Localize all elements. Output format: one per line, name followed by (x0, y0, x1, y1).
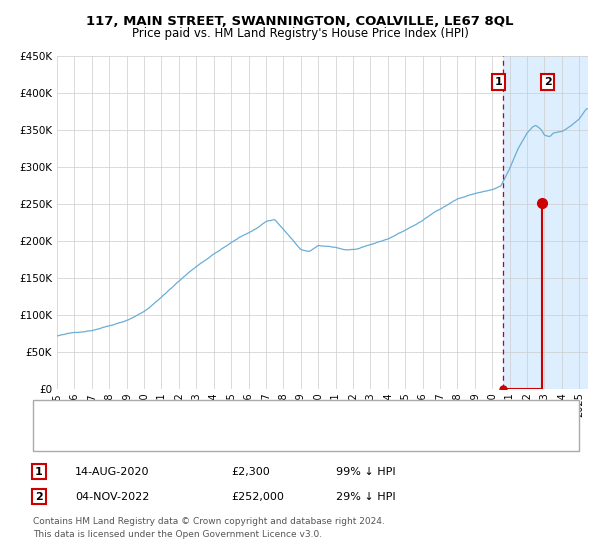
Text: 117, MAIN STREET, SWANNINGTON, COALVILLE, LE67 8QL (detached house): 117, MAIN STREET, SWANNINGTON, COALVILLE… (78, 405, 473, 415)
Text: 1: 1 (35, 466, 43, 477)
Text: Price paid vs. HM Land Registry's House Price Index (HPI): Price paid vs. HM Land Registry's House … (131, 27, 469, 40)
Text: 04-NOV-2022: 04-NOV-2022 (75, 492, 149, 502)
Text: ———: ——— (42, 433, 79, 446)
Text: 1: 1 (495, 77, 503, 87)
Text: 2: 2 (544, 77, 551, 87)
Bar (503, 56, 588, 389)
Text: 99% ↓ HPI: 99% ↓ HPI (336, 466, 395, 477)
Text: 117, MAIN STREET, SWANNINGTON, COALVILLE, LE67 8QL: 117, MAIN STREET, SWANNINGTON, COALVILLE… (86, 15, 514, 28)
Text: 2: 2 (35, 492, 43, 502)
Text: Contains HM Land Registry data © Crown copyright and database right 2024.: Contains HM Land Registry data © Crown c… (33, 517, 385, 526)
Text: ———: ——— (42, 403, 79, 417)
Text: £252,000: £252,000 (231, 492, 284, 502)
Text: £2,300: £2,300 (231, 466, 270, 477)
Text: This data is licensed under the Open Government Licence v3.0.: This data is licensed under the Open Gov… (33, 530, 322, 539)
Text: 29% ↓ HPI: 29% ↓ HPI (336, 492, 395, 502)
Text: HPI: Average price, detached house, North West Leicestershire: HPI: Average price, detached house, Nort… (78, 435, 406, 445)
Text: 14-AUG-2020: 14-AUG-2020 (75, 466, 149, 477)
